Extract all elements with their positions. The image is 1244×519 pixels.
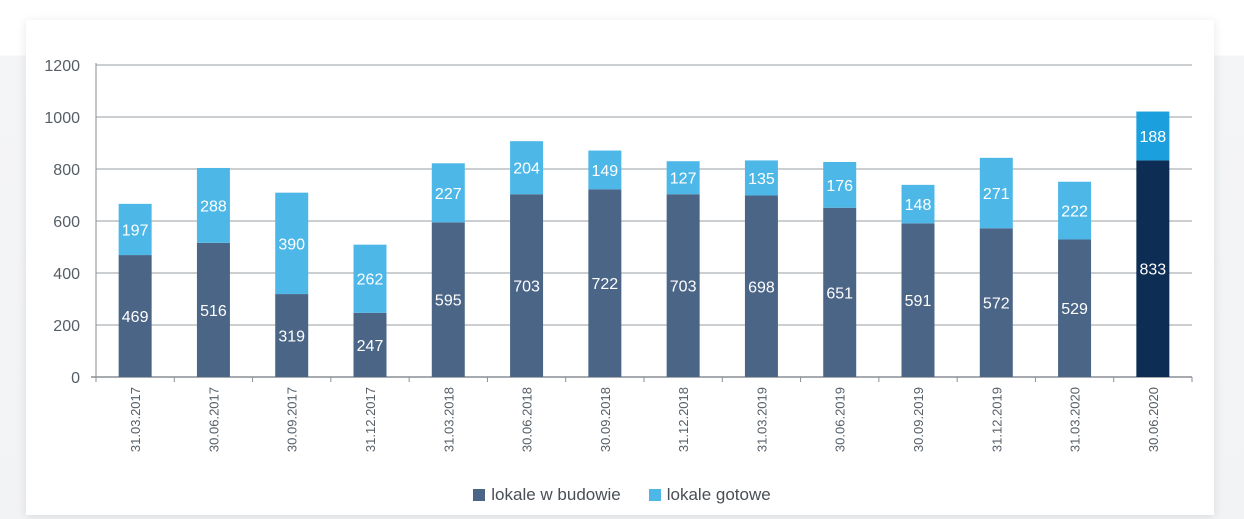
bar-lokale-gotowe bbox=[431, 163, 465, 223]
x-tick-label: 30.09.2017 bbox=[285, 387, 300, 452]
bar-lokale-gotowe bbox=[275, 192, 309, 295]
y-tick-label: 1000 bbox=[44, 110, 80, 127]
bar-lokale-gotowe bbox=[979, 157, 1013, 229]
data-label-budowie: 833 bbox=[1140, 262, 1167, 279]
data-label-budowie: 595 bbox=[435, 293, 462, 310]
data-label-budowie: 516 bbox=[200, 303, 227, 320]
x-tick-label: 31.03.2017 bbox=[128, 387, 143, 452]
x-axis-ticks: 31.03.2017 30.06.2017 30.09.2017 31.12.2017… bbox=[128, 387, 1161, 452]
bar-lokale-w-budowie bbox=[275, 294, 309, 377]
data-label-budowie: 247 bbox=[357, 338, 384, 355]
y-tick-label: 600 bbox=[53, 214, 80, 231]
x-tick-label: 30.06.2018 bbox=[520, 387, 535, 452]
bar-lokale-w-budowie bbox=[118, 255, 152, 377]
legend: lokale w budowie lokale gotowe bbox=[0, 483, 1244, 507]
bar-lokale-w-budowie bbox=[431, 222, 465, 377]
x-tick-label: 30.06.2019 bbox=[833, 387, 848, 452]
data-label-gotowe: 176 bbox=[826, 178, 853, 195]
bar-lokale-w-budowie bbox=[744, 195, 778, 377]
legend-item-budowie: lokale w budowie bbox=[473, 485, 621, 505]
x-tick-label: 31.12.2019 bbox=[989, 387, 1004, 452]
legend-swatch-gotowe bbox=[648, 489, 661, 501]
data-label-budowie: 698 bbox=[748, 279, 775, 296]
bar-lokale-gotowe bbox=[353, 244, 387, 313]
legend-swatch-budowie bbox=[473, 489, 486, 501]
x-tick-label: 30.06.2017 bbox=[206, 387, 221, 452]
bar-lokale-gotowe bbox=[510, 141, 544, 195]
data-label-budowie: 703 bbox=[670, 279, 697, 296]
bar-lokale-gotowe bbox=[588, 150, 622, 190]
bar-lokale-gotowe bbox=[744, 160, 778, 196]
bars bbox=[118, 111, 1170, 377]
data-label-gotowe: 288 bbox=[200, 198, 227, 215]
legend-label-gotowe: lokale gotowe bbox=[666, 485, 771, 504]
y-axis-ticks: 0 200 400 600 800 1000 1200 bbox=[44, 58, 80, 387]
grid-lines bbox=[91, 63, 1193, 382]
data-label-gotowe: 222 bbox=[1061, 204, 1088, 221]
data-label-budowie: 651 bbox=[826, 285, 853, 302]
bar-lokale-w-budowie bbox=[510, 194, 544, 377]
x-tick-label: 30.09.2018 bbox=[598, 387, 613, 452]
x-tick-label: 31.12.2017 bbox=[363, 387, 378, 452]
data-label-budowie: 319 bbox=[278, 329, 305, 346]
bar-lokale-gotowe bbox=[666, 161, 700, 195]
data-label-gotowe: 390 bbox=[278, 236, 305, 253]
data-label-gotowe: 197 bbox=[122, 222, 149, 239]
bar-lokale-w-budowie bbox=[1136, 160, 1170, 377]
data-labels: 469 197 516 288 319 390 247 262 595 227 703 204 722 1… bbox=[122, 129, 1167, 355]
y-tick-label: 800 bbox=[53, 162, 80, 179]
data-label-gotowe: 262 bbox=[357, 272, 384, 289]
bar-lokale-w-budowie bbox=[353, 312, 387, 377]
y-tick-label: 1200 bbox=[44, 58, 80, 75]
x-tick-label: 31.03.2018 bbox=[441, 387, 456, 452]
data-label-budowie: 469 bbox=[122, 309, 149, 326]
data-label-budowie: 722 bbox=[592, 276, 619, 293]
bar-lokale-gotowe bbox=[823, 161, 857, 208]
data-label-budowie: 591 bbox=[905, 293, 932, 310]
bar-lokale-gotowe bbox=[1136, 111, 1170, 161]
data-label-gotowe: 135 bbox=[748, 171, 775, 188]
bar-lokale-w-budowie bbox=[823, 207, 857, 377]
data-label-gotowe: 204 bbox=[513, 161, 540, 178]
data-label-budowie: 529 bbox=[1061, 301, 1088, 318]
legend-label-budowie: lokale w budowie bbox=[491, 485, 621, 504]
x-tick-label: 30.06.2020 bbox=[1146, 387, 1161, 452]
data-label-gotowe: 127 bbox=[670, 171, 697, 188]
data-label-budowie: 572 bbox=[983, 296, 1010, 313]
data-label-gotowe: 149 bbox=[592, 163, 619, 180]
y-tick-label: 200 bbox=[53, 318, 80, 335]
x-tick-label: 31.12.2018 bbox=[676, 387, 691, 452]
legend-item-gotowe: lokale gotowe bbox=[648, 485, 771, 505]
bar-lokale-gotowe bbox=[901, 184, 935, 224]
bar-lokale-w-budowie bbox=[588, 189, 622, 377]
data-label-gotowe: 227 bbox=[435, 186, 462, 203]
bar-lokale-w-budowie bbox=[979, 228, 1013, 377]
stacked-bar-chart: 0 200 400 600 800 1000 1200 469 197 516 288 319 390… bbox=[44, 58, 1193, 452]
bar-lokale-w-budowie bbox=[901, 223, 935, 377]
bar-lokale-gotowe bbox=[118, 203, 152, 256]
x-tick-label: 30.09.2019 bbox=[911, 387, 926, 452]
data-label-gotowe: 271 bbox=[983, 186, 1010, 203]
bar-lokale-w-budowie bbox=[196, 242, 230, 377]
y-tick-label: 400 bbox=[53, 266, 80, 283]
bar-lokale-gotowe bbox=[1058, 181, 1092, 240]
y-tick-label: 0 bbox=[71, 370, 80, 387]
data-label-budowie: 703 bbox=[513, 279, 540, 296]
bar-lokale-w-budowie bbox=[666, 194, 700, 377]
bar-lokale-gotowe bbox=[196, 167, 230, 243]
bar-lokale-w-budowie bbox=[1058, 239, 1092, 377]
x-tick-label: 31.03.2019 bbox=[754, 387, 769, 452]
x-tick-label: 31.03.2020 bbox=[1068, 387, 1083, 452]
data-label-gotowe: 148 bbox=[905, 197, 932, 214]
data-label-gotowe: 188 bbox=[1140, 129, 1167, 146]
